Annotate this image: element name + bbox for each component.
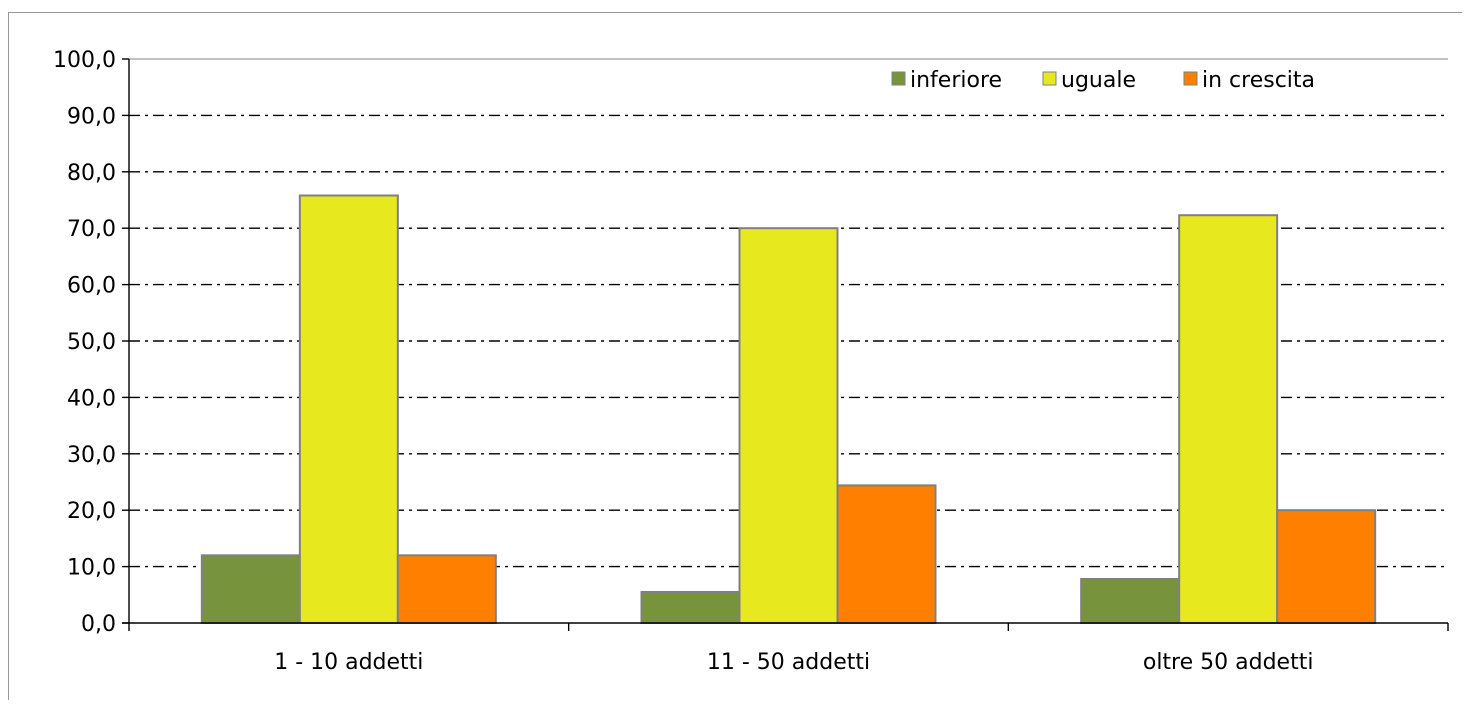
bar-uguale (738, 227, 839, 624)
legend-swatch (891, 71, 906, 86)
x-category-label: oltre 50 addetti (1143, 650, 1314, 675)
y-tick-label: 80,0 (67, 161, 116, 186)
bar-in-crescita (396, 554, 497, 625)
legend: inferiore uguale in crescita (891, 68, 1315, 93)
y-tick-label: 90,0 (67, 104, 116, 129)
bar-inferiore (640, 590, 741, 624)
y-tick-label: 50,0 (67, 330, 116, 355)
legend-label: inferiore (910, 68, 1002, 93)
bar-uguale (298, 194, 399, 624)
y-tick-label: 10,0 (67, 556, 116, 581)
y-tick-label: 30,0 (67, 443, 116, 468)
y-tick-label: 40,0 (67, 386, 116, 411)
legend-item-in-crescita: in crescita (1183, 68, 1315, 93)
y-tick-label: 70,0 (67, 217, 116, 242)
legend-swatch (1042, 71, 1057, 86)
x-category-label: 11 - 50 addetti (707, 650, 870, 675)
axes: 0,0 10,0 20,0 30,0 40,0 50,0 60,0 70,0 80,0 90,0 1… (53, 48, 1449, 675)
legend-swatch (1183, 71, 1198, 86)
bar-chart: 0,0 10,0 20,0 30,0 40,0 50,0 60,0 70,0 80,0 90,0 1… (53, 48, 1449, 675)
y-tick-label: 0,0 (81, 612, 116, 637)
legend-label: in crescita (1202, 68, 1315, 93)
x-category-label: 1 - 10 addetti (274, 650, 423, 675)
bars (200, 194, 1377, 625)
bar-inferiore (1080, 578, 1181, 624)
bar-uguale (1178, 214, 1279, 624)
y-tick-label: 20,0 (67, 499, 116, 524)
y-tick-label: 100,0 (53, 48, 116, 73)
legend-item-inferiore: inferiore (891, 68, 1002, 93)
bar-in-crescita (1276, 509, 1377, 625)
y-tick-label: 60,0 (67, 274, 116, 299)
chart-frame: 0,0 10,0 20,0 30,0 40,0 50,0 60,0 70,0 80,0 90,0 1… (8, 12, 1462, 700)
legend-label: uguale (1061, 68, 1136, 93)
legend-item-uguale: uguale (1042, 68, 1136, 93)
bar-in-crescita (836, 484, 937, 624)
bar-inferiore (200, 554, 301, 625)
